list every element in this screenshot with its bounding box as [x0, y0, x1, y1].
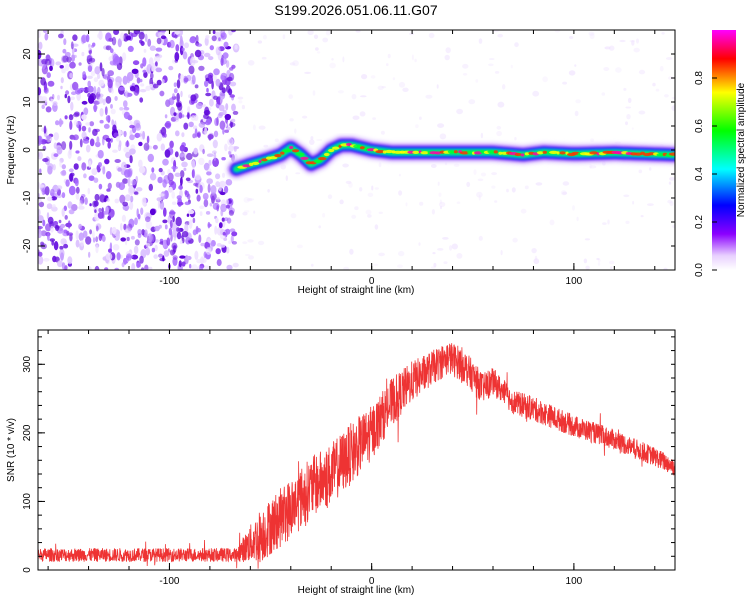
colorbar-tick-label: 0.4	[694, 167, 705, 181]
ridge-peak	[412, 150, 420, 154]
ridge-peak	[487, 150, 496, 154]
ridge-peak	[467, 151, 471, 155]
chart-title: S199.2026.051.06.11.G07	[274, 2, 437, 18]
colorbar-tick-label: 0.6	[694, 119, 705, 133]
ridge-peak	[242, 164, 252, 168]
ridge-peak	[280, 151, 285, 155]
ridge-peak	[656, 153, 665, 157]
snr-y-tick-label: 100	[22, 493, 33, 510]
ridge-peak	[251, 161, 260, 165]
ridge-peak	[332, 146, 340, 150]
spectrogram-y-tick-label: 20	[22, 48, 33, 60]
snr-x-tick-label: 0	[369, 576, 375, 587]
ridge-peak	[498, 151, 503, 155]
ridge-peak	[420, 151, 429, 155]
snr-series-line	[38, 343, 675, 569]
spectrogram-x-tick-label: 100	[566, 276, 583, 287]
ridge-peak	[258, 159, 262, 163]
snr-x-tick-label: -100	[159, 576, 179, 587]
ridge-peak	[634, 152, 643, 156]
spectrogram-x-label: Height of straight line (km)	[298, 285, 415, 296]
ridge-peak	[384, 149, 394, 154]
ridge-peak	[313, 159, 323, 163]
spectrogram-noise-region	[38, 30, 675, 270]
spectrogram-frame	[37, 29, 676, 271]
snr-x-tick-label: 100	[566, 576, 583, 587]
snr-y-tick-label: 0	[22, 567, 33, 573]
colorbar-label: Normalized spectral amplitude	[736, 82, 747, 217]
ridge-peak	[459, 151, 470, 155]
spectrogram-y-tick-label: -10	[22, 190, 33, 205]
snr-y-tick-label: 200	[22, 424, 33, 441]
ridge-peak	[300, 156, 309, 160]
snr-ticks: -100 0 100 0 100 200 300	[22, 330, 675, 587]
snr-panel: -100 0 100 0 100 200 300 Height of straight li…	[6, 329, 676, 596]
colorbar-tick-label: 0.2	[694, 215, 705, 229]
ridge-peak	[493, 150, 498, 154]
ridge-peak	[447, 150, 455, 154]
ridge-peak	[435, 151, 441, 155]
ridge-peak	[295, 152, 305, 156]
ridge-peak	[524, 152, 530, 156]
ridge-peak	[289, 145, 294, 150]
ridge-peak	[292, 149, 300, 153]
ridge-peak	[542, 150, 547, 154]
ridge-peak	[318, 157, 327, 161]
ridge-peak	[549, 150, 559, 154]
ridge-peak	[556, 151, 560, 155]
spectrogram-x-tick-label: 0	[369, 276, 375, 287]
ridge-peak	[668, 152, 675, 156]
spectrogram-y-tick-label: 0	[22, 147, 33, 153]
spectrogram-x-tick-label: -100	[159, 276, 179, 287]
ridge-peak	[261, 158, 268, 162]
snr-x-label: Height of straight line (km)	[298, 585, 415, 596]
ridge-peak	[274, 154, 282, 158]
ridge-peak	[514, 152, 522, 157]
spectrogram-ridge	[225, 134, 675, 181]
colorbar-tick-label: 0.8	[694, 71, 705, 85]
snr-frame	[37, 329, 676, 571]
ridge-peak	[359, 146, 365, 150]
ridge-peak	[589, 151, 599, 155]
colorbar: 0.0 0.2 0.4 0.6 0.8 Normalized spectral ampl…	[694, 30, 747, 277]
colorbar-ticks: 0.0 0.2 0.4 0.6 0.8	[694, 71, 717, 277]
ridge-peak	[473, 151, 483, 155]
spectrogram-y-tick-label: 10	[22, 96, 33, 108]
ridge-peak	[328, 148, 335, 153]
ridge-peak	[453, 150, 458, 154]
ridge-peak	[282, 149, 292, 153]
snr-y-tick-label: 300	[22, 356, 33, 373]
colorbar-gradient	[712, 30, 736, 270]
ridge-peak	[480, 150, 485, 154]
ridge-peak	[520, 153, 525, 157]
ridge-peak	[269, 156, 278, 160]
ridge-peak	[536, 151, 544, 155]
snr-y-label: SNR (10 * v/v)	[6, 418, 17, 482]
spectrogram-y-label: Frequency (Hz)	[6, 116, 17, 185]
ridge-peak	[559, 151, 566, 155]
ridge-peak	[323, 152, 330, 157]
colorbar-tick-label: 0.0	[694, 263, 705, 277]
spectrogram-y-tick-label: -20	[22, 238, 33, 253]
ridge-peak	[375, 150, 386, 154]
